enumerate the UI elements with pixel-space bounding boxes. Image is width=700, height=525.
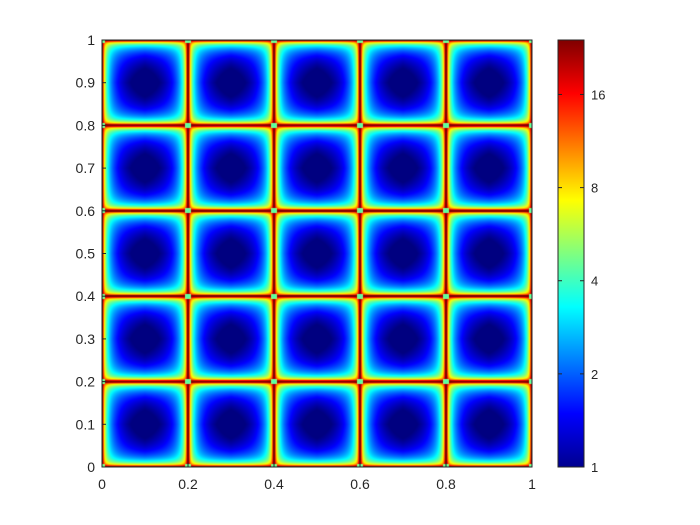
y-tick-label: 0 <box>87 459 95 475</box>
plot-area <box>101 39 533 468</box>
x-tick-label: 0.4 <box>264 476 284 492</box>
colorbar-tick-label: 1 <box>591 460 598 475</box>
y-tick-label: 0.2 <box>76 374 96 390</box>
y-tick-label: 0.9 <box>76 75 96 91</box>
y-tick-label: 0.6 <box>76 203 96 219</box>
x-tick-label: 0 <box>98 476 106 492</box>
y-tick-label: 0.5 <box>76 246 96 262</box>
y-tick-label: 0.3 <box>76 331 96 347</box>
x-tick-label: 0.6 <box>350 476 370 492</box>
colorbar-tick-label: 4 <box>591 274 598 289</box>
heatmap-image <box>102 40 532 467</box>
y-tick-label: 0.7 <box>76 160 96 176</box>
x-tick-label: 1 <box>528 476 536 492</box>
y-tick-label: 0.4 <box>76 288 96 304</box>
colorbar-gradient <box>558 40 584 467</box>
y-tick-label: 1 <box>87 32 95 48</box>
x-tick-label: 0.8 <box>436 476 456 492</box>
colorbar-ticks: 1 2 4 8 16 <box>558 87 605 475</box>
colorbar-tick-label: 16 <box>591 87 605 102</box>
colorbar-tick-label: 2 <box>591 367 598 382</box>
y-tick-label: 0.1 <box>76 416 96 432</box>
colorbar: 1 2 4 8 16 <box>557 39 605 475</box>
x-axis: 0 0.2 0.4 0.6 0.8 1 <box>98 463 536 492</box>
x-tick-label: 0.2 <box>178 476 198 492</box>
y-axis: 0 0.1 0.2 0.3 0.4 0.5 0.6 0.7 0.8 0.9 1 <box>76 32 106 475</box>
colorbar-tick-label: 8 <box>591 181 598 196</box>
y-tick-label: 0.8 <box>76 117 96 133</box>
colorbar-frame <box>557 39 585 468</box>
